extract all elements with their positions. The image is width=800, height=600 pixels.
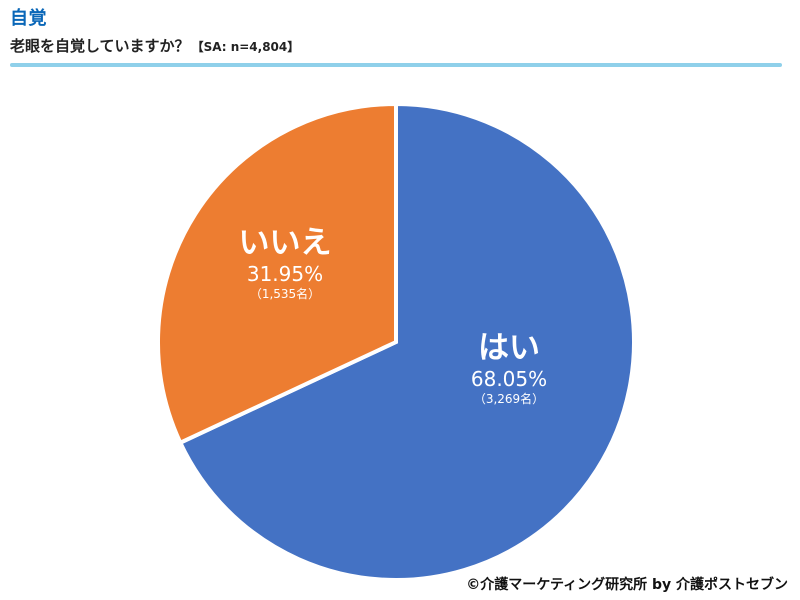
header-divider <box>10 63 782 67</box>
question-line: 老眼を自覚していますか？ 【SA: n=4,804】 <box>10 35 299 56</box>
copyright-credit: ©介護マーケティング研究所 by 介護ポストセブン <box>466 577 788 593</box>
section-title: 自覚 <box>10 8 47 29</box>
question-text: 老眼を自覚していますか？ <box>10 37 190 55</box>
slice-label-yes: はい 68.05% （3,269名） <box>470 330 548 406</box>
slice-category-no: いいえ <box>238 225 332 261</box>
slice-count-yes: （3,269名） <box>473 392 545 406</box>
pie-slice-yes <box>177 101 636 582</box>
sample-size-note: 【SA: n=4,804】 <box>191 40 300 54</box>
slice-count-no: （1,535名） <box>249 287 321 301</box>
slice-label-no: いいえ 31.95% （1,535名） <box>238 225 332 301</box>
slice-category-yes: はい <box>477 330 540 366</box>
slice-percent-yes: 68.05% <box>470 367 548 391</box>
slice-percent-no: 31.95% <box>246 262 324 286</box>
pie-slice-no <box>156 101 398 446</box>
